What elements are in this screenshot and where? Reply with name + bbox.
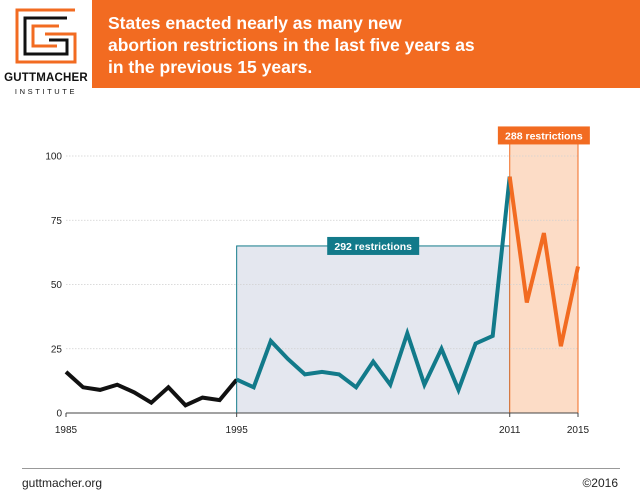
series-layer: [64, 176, 580, 408]
series-line-1: [235, 176, 512, 396]
y-tick-label-75: 75: [51, 216, 63, 227]
y-tick-label-50: 50: [51, 280, 63, 291]
annotation-label-1: 288 restrictions: [505, 130, 583, 142]
series-line-0: [64, 370, 239, 408]
series-line-2: [507, 176, 580, 347]
logo-g-icon: [5, 0, 87, 70]
headline-line-2: abortion restrictions in the last five y…: [108, 35, 475, 55]
x-tick-label-1995: 1995: [226, 425, 249, 436]
logo-subtitle: INSTITUTE: [14, 87, 78, 96]
annotation-badge-1: [497, 126, 590, 145]
logo: GUTTMACHER INSTITUTE: [0, 0, 92, 100]
annotation-layer: [236, 134, 579, 414]
x-tick-label-2011: 2011: [499, 425, 521, 436]
headline-line-1: States enacted nearly as many new: [108, 13, 402, 33]
grid-layer: [66, 155, 578, 414]
chart-headline: States enacted nearly as many new aborti…: [108, 12, 628, 78]
logo-name: GUTTMACHER: [4, 72, 88, 84]
x-tick-label-1985: 1985: [55, 425, 78, 436]
y-tick-label-25: 25: [51, 344, 63, 355]
annotation-box-1: [509, 134, 579, 414]
tick-layer: 0 25 50 75 100 1985 1995 2011 2015: [45, 152, 589, 437]
y-tick-label-0: 0: [56, 409, 62, 420]
annotation-badge-0: [327, 236, 420, 255]
annotation-label-0: 292 restrictions: [334, 241, 412, 253]
footer-link[interactable]: guttmacher.org: [22, 476, 103, 490]
line-chart: 292 restrictions 288 restrictions 0 25 50 75…: [45, 126, 590, 437]
footer-copyright: ©2016: [582, 476, 618, 490]
footer-divider: [22, 468, 620, 469]
headline-line-3: in the previous 15 years.: [108, 57, 313, 77]
annotation-box-0: [236, 245, 511, 414]
x-tick-label-2015: 2015: [567, 425, 590, 436]
badge-layer: 292 restrictions 288 restrictions: [327, 126, 590, 255]
header-banner: States enacted nearly as many new aborti…: [0, 0, 640, 88]
y-tick-label-100: 100: [45, 152, 62, 163]
